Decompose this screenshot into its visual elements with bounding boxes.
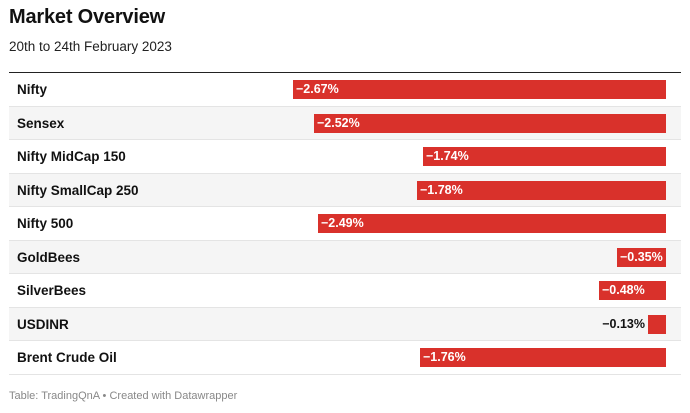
bar (318, 214, 666, 233)
table-row: USDINR −0.13% (9, 307, 681, 341)
bar (648, 314, 666, 334)
bar (417, 180, 666, 200)
row-label: Brent Crude Oil (17, 350, 117, 365)
header-divider (9, 72, 681, 73)
row-label: Sensex (17, 115, 65, 131)
bar-value-label: −1.74% (426, 149, 469, 163)
row-label: SilverBees (17, 283, 87, 298)
bar (314, 113, 666, 133)
bar-value-label: −1.76% (423, 350, 466, 364)
row-label: Nifty 500 (17, 216, 74, 231)
bar-value-label: −2.49% (321, 216, 364, 230)
bar-value-label: −2.67% (296, 82, 339, 96)
bar (293, 80, 666, 99)
bar (423, 147, 666, 166)
table-row: SilverBees −0.48% (9, 274, 681, 308)
bar-value-label: −0.35% (620, 249, 663, 264)
bar (617, 247, 666, 267)
row-label: Nifty SmallCap 250 (17, 182, 139, 198)
table-row: Sensex −2.52% (9, 106, 681, 140)
page-subtitle: 20th to 24th February 2023 (9, 39, 172, 54)
table-row: Nifty MidCap 150 −1.74% (9, 140, 681, 174)
table-row: Nifty 500 −2.49% (9, 207, 681, 241)
row-label: GoldBees (17, 249, 81, 265)
bar-value-label: −1.78% (420, 182, 463, 197)
row-label: Nifty MidCap 150 (17, 149, 126, 164)
row-label: USDINR (17, 316, 69, 332)
table-row: GoldBees −0.35% (9, 240, 681, 274)
row-label: Nifty (17, 82, 47, 97)
bar (599, 281, 666, 300)
bar (420, 348, 666, 367)
bar-table: Nifty −2.67% Sensex −2.52% Nifty MidCap 150 −… (9, 73, 681, 375)
bar-value-label: −2.52% (317, 115, 360, 130)
table-row: Brent Crude Oil −1.76% (9, 341, 681, 375)
bar-value-label: −0.48% (602, 283, 645, 297)
source-footer: Table: TradingQnA • Created with Datawra… (9, 390, 238, 402)
page-title: Market Overview (9, 6, 165, 28)
table-row: Nifty SmallCap 250 −1.78% (9, 173, 681, 207)
table-row: Nifty −2.67% (9, 73, 681, 107)
bar-value-label: −0.13% (602, 316, 645, 331)
